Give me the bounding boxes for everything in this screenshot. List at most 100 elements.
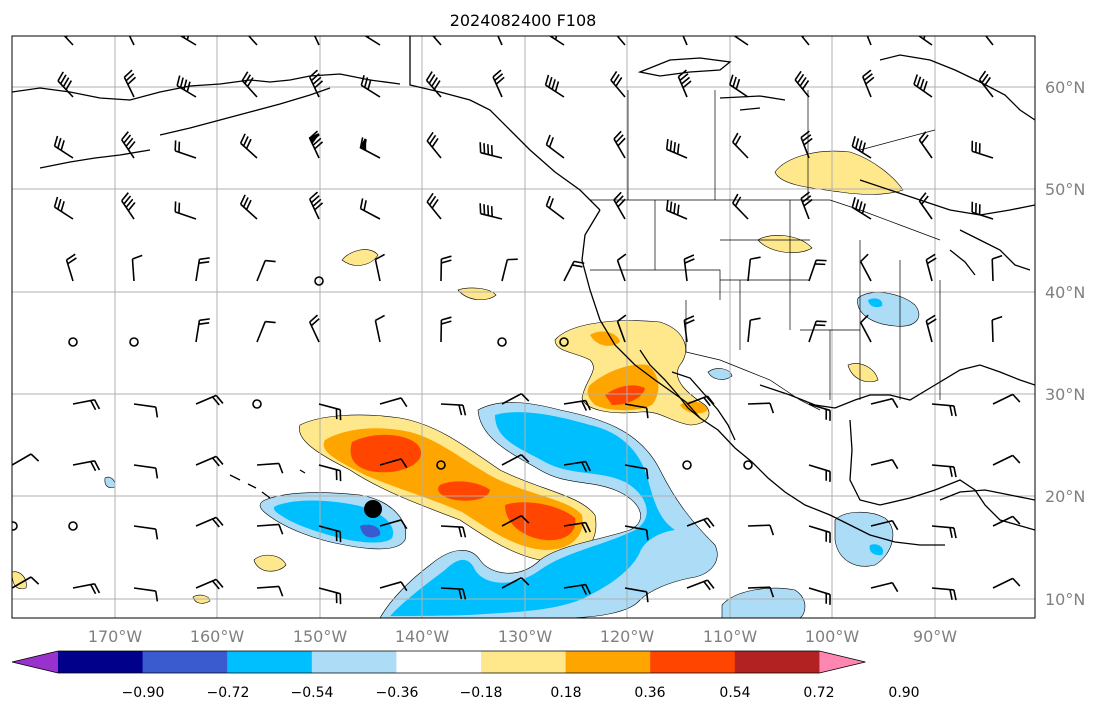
- wind-barb: [359, 198, 381, 220]
- wind-barb: [677, 69, 692, 98]
- wind-barb: [379, 458, 408, 469]
- wind-barb: [978, 70, 994, 98]
- wind-barb: [931, 403, 957, 417]
- wind-barb: [624, 464, 649, 480]
- wind-barb: [195, 455, 224, 467]
- wind-barb: [683, 315, 695, 343]
- wind-barb: [616, 314, 627, 343]
- lon-label: 160°W: [190, 627, 245, 646]
- colorbar-tick-label: −0.90: [122, 685, 165, 701]
- wind-barb: [374, 314, 385, 343]
- wind-barb: [239, 133, 258, 159]
- wind-barb: [925, 253, 937, 282]
- lon-label: 110°W: [703, 627, 758, 646]
- wind-barb: [53, 135, 74, 159]
- wind-barb: [866, 36, 872, 46]
- wind-barb: [65, 253, 77, 282]
- wind-barb: [176, 75, 197, 98]
- lat-label: 60°N: [1045, 78, 1085, 97]
- wind-barb: [931, 464, 957, 478]
- canada-province-lines: [627, 90, 936, 200]
- wind-barb: [991, 315, 1003, 343]
- wind-barb: [971, 140, 994, 159]
- wind-barb: [747, 256, 761, 282]
- wind-barb: [379, 519, 408, 530]
- wind-barb: [12, 576, 40, 589]
- wind-barb: [133, 464, 159, 479]
- colorbar-tick-label: −0.72: [207, 685, 250, 701]
- wind-barb: [624, 587, 649, 603]
- wind-barb: [563, 521, 591, 533]
- colorbar-extend-high: [819, 651, 866, 673]
- wind-barb: [732, 193, 749, 220]
- wind-barb: [665, 199, 688, 220]
- lon-label: 100°W: [805, 627, 860, 646]
- lat-label: 40°N: [1045, 283, 1085, 302]
- wind-barb: [870, 519, 899, 531]
- wind-barb: [913, 74, 933, 98]
- storm-center-marker: [364, 500, 382, 518]
- wind-barb: [859, 314, 872, 343]
- wind-barb: [917, 36, 933, 46]
- wind-barb: [308, 69, 324, 98]
- wind-barb: [851, 136, 872, 159]
- wind-barb: [12, 453, 40, 466]
- wind-barb: [686, 395, 715, 407]
- wind-barb: [195, 318, 210, 343]
- calm-wind-markers: [12, 276, 753, 531]
- great-lakes: [949, 229, 1031, 276]
- us-mexico-border: [685, 351, 821, 411]
- wind-barb: [747, 524, 775, 536]
- colorbar-segment: [565, 651, 651, 673]
- wind-barb: [747, 586, 775, 598]
- wind-barb: [800, 130, 813, 159]
- wind-barb: [133, 403, 159, 418]
- wind-barb: [808, 320, 827, 343]
- wind-barb: [613, 191, 626, 220]
- lon-label: 150°W: [293, 627, 348, 646]
- colorbar-segment: [142, 651, 228, 673]
- map-frame: [11, 35, 1036, 619]
- lon-label: 140°W: [395, 627, 450, 646]
- wind-barb: [318, 464, 342, 482]
- wind-barb: [931, 587, 957, 601]
- wind-barb: [308, 314, 320, 343]
- wind-barb: [195, 578, 224, 590]
- wind-barb: [616, 253, 627, 282]
- wind-barb: [308, 191, 324, 220]
- wind-barb: [971, 201, 994, 220]
- wind-barb: [800, 191, 813, 220]
- lon-label: 170°W: [88, 627, 143, 646]
- north-america-west-coast: [581, 209, 945, 546]
- wind-barb: [563, 260, 585, 282]
- wind-barb: [925, 314, 937, 343]
- wind-barb: [808, 464, 831, 482]
- wind-barb: [241, 71, 258, 98]
- wind-barb: [808, 525, 831, 543]
- colorbar-segment: [734, 651, 820, 673]
- wind-barb: [497, 36, 503, 46]
- wind-barb: [425, 71, 442, 98]
- latitude-labels: 60°N 50°N 40°N 30°N 20°N 10°N: [1045, 78, 1085, 609]
- us-state-lines: [590, 200, 941, 400]
- wind-barb: [545, 134, 565, 159]
- colorbar-segments: [11, 650, 866, 674]
- wind-barb: [256, 320, 276, 343]
- wind-barb: [313, 36, 320, 46]
- lat-label: 10°N: [1045, 590, 1085, 609]
- wind-barb: [870, 397, 899, 409]
- wind-barb: [992, 515, 1021, 527]
- lat-label: 50°N: [1045, 180, 1085, 199]
- colorbar-tick-label: −0.36: [376, 685, 419, 701]
- wind-barb: [501, 392, 530, 405]
- wind-barb: [563, 399, 591, 411]
- wind-barb: [174, 140, 197, 159]
- wind-barb: [548, 36, 565, 46]
- wind-barb: [682, 36, 688, 46]
- wind-barb: [563, 583, 591, 595]
- wind-barb: [931, 525, 957, 539]
- wind-barb: [379, 397, 408, 408]
- lon-label: 120°W: [600, 627, 655, 646]
- wind-barb: [440, 255, 452, 282]
